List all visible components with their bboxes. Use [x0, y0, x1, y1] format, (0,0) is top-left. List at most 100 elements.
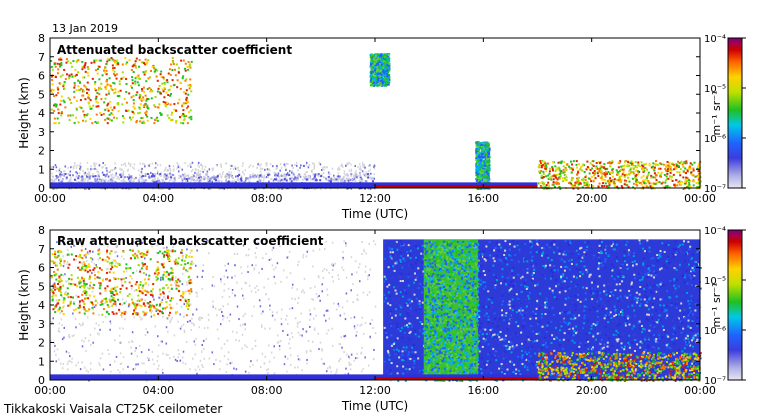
speckle: [202, 240, 205, 243]
feature-pixel: [240, 176, 243, 179]
feature-pixel: [641, 164, 644, 167]
speckle: [101, 166, 103, 169]
speckle: [294, 163, 296, 166]
feature-pixel: [644, 167, 647, 170]
feature-pixel: [100, 113, 103, 116]
feature-pixel: [475, 141, 478, 144]
feature-pixel: [610, 180, 613, 183]
feature-pixel: [564, 178, 567, 181]
speckle: [189, 165, 192, 168]
feature-pixel: [82, 177, 85, 180]
feature-pixel: [593, 172, 596, 175]
speckle: [158, 364, 160, 367]
feature-pixel: [151, 90, 154, 93]
speckle: [247, 270, 249, 273]
feature-pixel: [654, 183, 657, 186]
feature-pixel: [88, 187, 91, 190]
feature-pixel: [592, 160, 595, 163]
speckle: [116, 177, 118, 180]
speckle: [211, 167, 214, 170]
speckle: [78, 322, 81, 325]
feature-pixel: [314, 187, 317, 190]
feature-pixel: [184, 79, 187, 82]
feature-pixel: [147, 175, 150, 178]
feature-pixel: [148, 86, 151, 89]
panel-title: Attenuated backscatter coefficient: [57, 43, 292, 57]
feature-pixel: [86, 175, 89, 178]
feature-pixel: [169, 103, 172, 106]
feature-pixel: [187, 68, 190, 71]
speckle: [71, 357, 73, 360]
speckle: [277, 334, 279, 337]
feature-pixel: [666, 168, 669, 171]
feature-pixel: [123, 176, 126, 179]
feature-pixel: [220, 180, 223, 183]
speckle: [304, 173, 307, 176]
speckle: [84, 337, 87, 340]
feature-pixel: [114, 174, 117, 177]
speckle: [206, 239, 208, 242]
feature-pixel: [93, 59, 96, 62]
feature-pixel: [380, 59, 383, 62]
feature-pixel: [586, 183, 589, 186]
feature-pixel: [541, 181, 544, 184]
speckle: [268, 180, 270, 183]
feature-pixel: [289, 179, 292, 182]
speckle: [330, 370, 332, 373]
speckle: [84, 180, 86, 183]
feature-pixel: [105, 84, 108, 87]
speckle: [310, 178, 312, 181]
speckle: [347, 179, 350, 182]
speckle: [338, 278, 340, 281]
speckle: [93, 167, 95, 170]
feature-pixel: [477, 161, 480, 164]
feature-pixel: [382, 78, 385, 81]
speckle: [178, 353, 180, 356]
feature-pixel: [551, 169, 554, 172]
speckle: [159, 340, 162, 343]
feature-pixel: [652, 176, 655, 179]
feature-pixel: [137, 84, 140, 87]
feature-pixel: [134, 64, 137, 67]
feature-pixel: [383, 60, 386, 63]
speckle: [291, 286, 293, 289]
speckle: [244, 328, 246, 331]
feature-pixel: [475, 144, 478, 147]
feature-pixel: [634, 174, 637, 177]
speckle: [270, 351, 273, 354]
speckle: [110, 169, 112, 172]
feature-pixel: [104, 118, 107, 121]
feature-pixel: [379, 81, 382, 84]
feature-pixel: [311, 178, 314, 181]
speckle: [282, 269, 285, 272]
feature-pixel: [482, 156, 485, 159]
speckle: [244, 169, 246, 172]
speckle: [258, 271, 260, 274]
speckle: [361, 346, 363, 349]
feature-pixel: [86, 112, 89, 115]
feature-pixel: [373, 62, 376, 65]
feature-pixel: [634, 165, 637, 168]
feature-pixel: [346, 173, 349, 176]
feature-pixel: [576, 185, 579, 188]
feature-pixel: [75, 108, 78, 111]
speckle: [83, 172, 86, 175]
feature-pixel: [170, 93, 173, 96]
feature-pixel: [551, 167, 554, 170]
feature-pixel: [617, 171, 620, 174]
feature-pixel: [296, 175, 299, 178]
speckle: [352, 301, 354, 304]
feature-pixel: [263, 176, 266, 179]
feature-pixel: [479, 146, 482, 149]
feature-pixel: [78, 106, 81, 109]
speckle: [318, 248, 321, 251]
feature-pixel: [126, 61, 129, 64]
feature-pixel: [100, 87, 103, 90]
feature-pixel: [276, 179, 279, 182]
feature-pixel: [131, 111, 134, 114]
feature-pixel: [198, 179, 201, 182]
feature-pixel: [479, 168, 482, 171]
speckle: [140, 171, 143, 174]
speckle: [291, 164, 293, 167]
feature-pixel: [212, 175, 215, 178]
